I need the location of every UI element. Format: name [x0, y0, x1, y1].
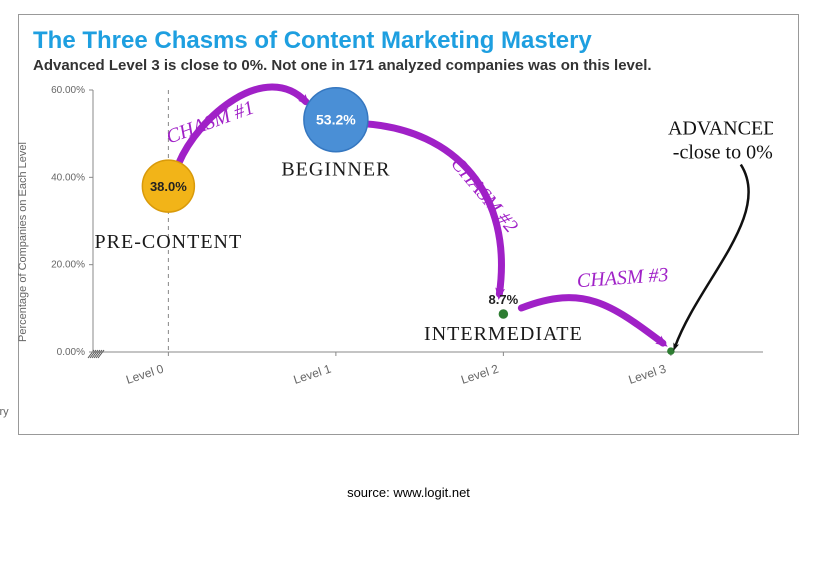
- value-intermediate: 8.7%: [489, 292, 519, 307]
- source-line: source: www.logit.net: [18, 485, 799, 500]
- bubble-intermediate: [499, 310, 507, 318]
- ytick-label: 60.00%: [51, 85, 85, 96]
- chart-title: The Three Chasms of Content Marketing Ma…: [33, 27, 784, 55]
- xtick-label: Level 1: [292, 361, 333, 386]
- chasm-2-arrow: [364, 124, 502, 294]
- advanced-note-line: ADVANCED: [668, 118, 773, 140]
- advanced-arrow: [675, 165, 749, 348]
- xtick-label: Level 3: [627, 361, 668, 386]
- handlabel-beginner: BEGINNER: [281, 159, 390, 181]
- source-text: www.logit.net: [393, 485, 470, 500]
- handlabel-pre-content: PRE-CONTENT: [95, 231, 243, 253]
- chasm-3-label: CHASM #3: [576, 264, 669, 292]
- chasm-2-label: CHASM #2: [446, 153, 522, 237]
- chart-svg: 0.00% 20.00% 40.00% 60.00% Level 0 Level 1 Lev…: [33, 82, 773, 402]
- chasm-1-label: CHASM #1: [163, 96, 257, 148]
- x-axis-label: Levels of Content Marketing Mastery: [0, 406, 429, 418]
- y-axis-label: Percentage of Companies on Each Level: [17, 142, 29, 342]
- xtick-label: Level 2: [459, 361, 500, 386]
- value-pre-content: 38.0%: [150, 179, 187, 194]
- handlabel-intermediate: INTERMEDIATE: [424, 323, 583, 345]
- plot-container: 0.00% 20.00% 40.00% 60.00% Level 0 Level 1 Lev…: [33, 82, 773, 402]
- chart-subtitle: Advanced Level 3 is close to 0%. Not one…: [33, 57, 784, 74]
- ytick-label: 20.00%: [51, 260, 85, 271]
- value-beginner: 53.2%: [316, 112, 356, 128]
- chart-frame: The Three Chasms of Content Marketing Ma…: [18, 14, 799, 435]
- source-prefix: source:: [347, 485, 393, 500]
- bubble-advanced: [668, 348, 674, 354]
- xtick-label: Level 0: [124, 361, 165, 386]
- advanced-note-line: -close to 0%: [673, 142, 773, 164]
- ytick-label: 40.00%: [51, 172, 85, 183]
- ytick-label: 0.00%: [57, 347, 85, 358]
